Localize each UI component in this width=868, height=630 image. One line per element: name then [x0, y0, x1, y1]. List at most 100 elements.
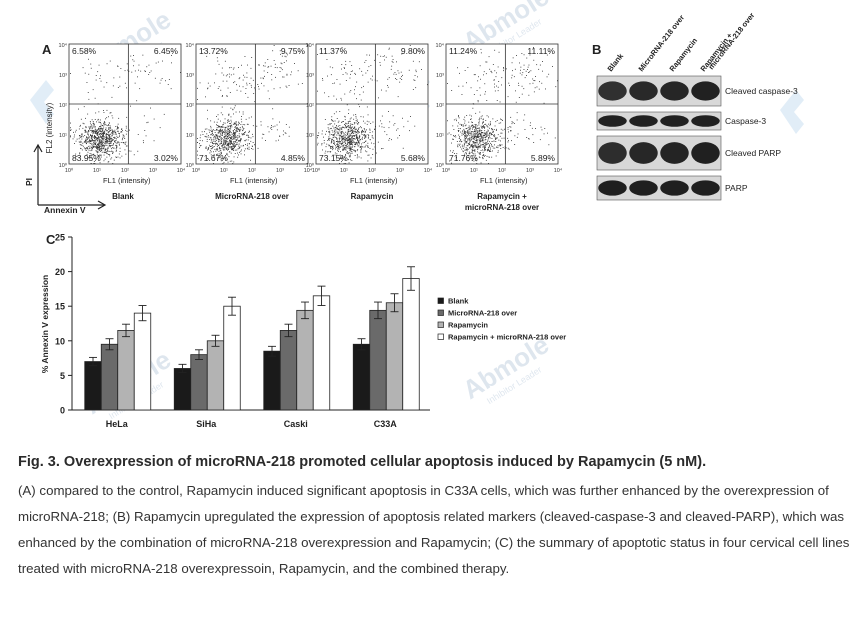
y-tick-label: 10: [55, 336, 65, 346]
y-tick-label: 20: [55, 267, 65, 277]
flow-plot: 13.72% 9.75%71.67% 4.85%10⁰10¹10²10³10⁴10⁰…: [186, 42, 313, 201]
y-tick-label: 10³: [436, 73, 444, 79]
bar: [312, 295, 331, 411]
bar: [100, 343, 119, 411]
quadrant-lr-percent: 3.02%: [154, 153, 179, 163]
y-tick-label: 10³: [306, 73, 314, 79]
quadrant-lr-percent: 5.89%: [531, 153, 556, 163]
pi-annexin-arrows: [33, 143, 107, 210]
blot-marker-label: Cleaved PARP: [725, 148, 781, 158]
panel-a-letter: A: [42, 42, 52, 57]
bar: [279, 330, 298, 411]
blot-lane-label: Blank: [605, 51, 625, 73]
x-tick-label: 10⁰: [65, 167, 74, 174]
legend-swatch: [437, 297, 444, 304]
blot-band: [598, 180, 627, 196]
y-tick-label: 15: [55, 302, 65, 312]
y-tick-label: 10²: [436, 103, 444, 109]
legend-label: MicroRNA-218 over: [448, 309, 517, 318]
x-tick-label: 10³: [526, 168, 534, 174]
x-category-label: HeLa: [106, 419, 129, 429]
x-tick-label: 10²: [498, 168, 506, 174]
x-tick-label: 10³: [149, 168, 157, 174]
bar: [402, 278, 420, 411]
caption-body: (A) compared to the control, Rapamycin i…: [18, 483, 850, 576]
blot-band: [691, 115, 720, 127]
x-tick-label: 10³: [396, 168, 404, 174]
panel-a-y-axis-label: FL2 (intensity): [45, 102, 54, 153]
x-tick-label: 10⁴: [304, 167, 313, 174]
flow-plot: 11.37% 9.80%73.15% 5.68%10⁰10¹10²10³10⁴10⁰…: [306, 42, 433, 201]
flow-plot-title: Rapamycin: [351, 192, 394, 201]
quadrant-ll-percent: 83.95%: [72, 153, 101, 163]
flow-plot: 11.24% 11.11% 71.76% 5.89% 10⁰ 10¹ 10² 10³ 10⁴ 10…: [436, 42, 563, 212]
y-tick-label: 10⁴: [306, 42, 315, 49]
figure-caption: Fig. 3. Overexpression of microRNA-218 p…: [18, 452, 858, 582]
legend-swatch: [437, 321, 444, 328]
y-tick-label: 10⁰: [436, 162, 445, 169]
y-tick-label: 10²: [59, 103, 67, 109]
flow-events: [70, 54, 181, 164]
blot-strip: [596, 111, 722, 131]
legend-swatch: [437, 333, 444, 340]
panel-b-letter: B: [592, 42, 601, 57]
blot-band: [660, 142, 689, 164]
blot-marker-label: Cleaved caspase-3: [725, 86, 798, 96]
blot-strip-background: [596, 111, 722, 131]
blot-band: [691, 180, 720, 196]
flow-plot-title: MicroRNA-218 over: [215, 192, 289, 201]
x-tick-label: 10¹: [220, 168, 228, 174]
y-tick-label: 5: [60, 371, 65, 381]
blot-band: [691, 142, 720, 164]
flow-plot-title: Rapamycin +: [477, 192, 527, 201]
flow-events: [447, 47, 558, 164]
blot-band: [629, 180, 658, 196]
bar: [190, 354, 208, 411]
blot-band: [598, 142, 627, 164]
x-axis-label: FL1 (intensity): [480, 176, 528, 185]
y-tick-label: 10³: [186, 73, 194, 79]
caption-title: Fig. 3. Overexpression of microRNA-218 p…: [18, 454, 707, 470]
panel-a-pi-label: PI: [24, 178, 34, 186]
quadrant-ul-percent: 11.37%: [319, 46, 348, 56]
blot-strip: [596, 75, 722, 107]
x-tick-label: 10⁴: [554, 167, 563, 174]
blot-marker-label: PARP: [725, 183, 748, 193]
flow-plot: 6.58% 6.45% 83.95% 3.02% 10⁰ 10¹ 10² 10³ 10⁴ 10⁰ 1…: [59, 42, 186, 201]
bar: [352, 343, 371, 411]
bar: [173, 368, 192, 411]
x-tick-label: 10²: [368, 168, 376, 174]
blot-band: [660, 180, 689, 196]
y-tick-label: 10²: [306, 103, 314, 109]
blot-band: [629, 81, 658, 101]
blot-band: [691, 81, 720, 101]
x-tick-label: 10²: [121, 168, 129, 174]
blot-band: [598, 81, 627, 101]
y-tick-label: 10¹: [436, 133, 444, 139]
blot-strip: [596, 135, 722, 171]
bar: [263, 350, 281, 411]
quadrant-ll-percent: 73.15%: [319, 153, 348, 163]
bar: [133, 312, 152, 411]
y-tick-label: 25: [55, 233, 65, 243]
x-category-label: C33A: [374, 419, 398, 429]
quadrant-ll-percent: 71.67%: [199, 153, 228, 163]
quadrant-ur-percent: 9.80%: [401, 46, 426, 56]
blot-lane-label: microRNA-218 over: [706, 11, 756, 71]
y-tick-label: 10⁰: [186, 162, 195, 169]
blot-band: [660, 115, 689, 127]
x-tick-label: 10¹: [470, 168, 478, 174]
legend-label: Rapamycin: [448, 321, 488, 330]
blot-strip: [596, 175, 722, 201]
bar: [223, 305, 241, 411]
y-tick-label: 10⁴: [59, 42, 68, 49]
y-tick-label: 10³: [59, 73, 67, 79]
x-tick-label: 10⁰: [442, 167, 451, 174]
bar: [296, 309, 314, 411]
blot-band: [660, 81, 689, 101]
bar-chart: 0 5 10 15 20 25 HeLa SiHa Caski C33A Blank MicroRNA…: [55, 233, 566, 430]
